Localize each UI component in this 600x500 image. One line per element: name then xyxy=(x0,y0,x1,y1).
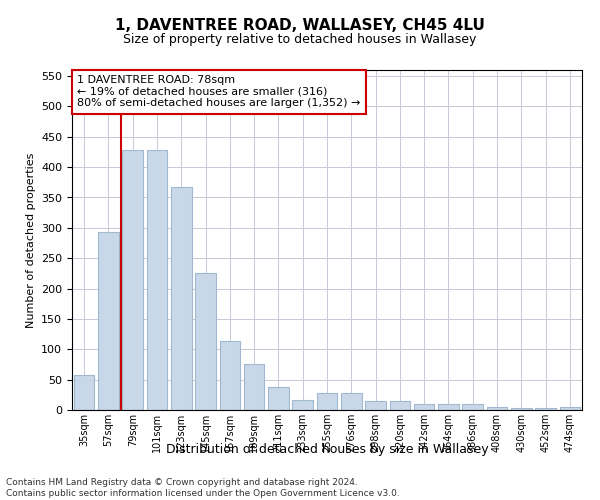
Bar xyxy=(535,408,556,410)
Bar xyxy=(317,393,337,410)
Text: 1, DAVENTREE ROAD, WALLASEY, CH45 4LU: 1, DAVENTREE ROAD, WALLASEY, CH45 4LU xyxy=(115,18,485,32)
Bar xyxy=(244,364,265,410)
Y-axis label: Number of detached properties: Number of detached properties xyxy=(26,152,35,328)
Text: 1 DAVENTREE ROAD: 78sqm
← 19% of detached houses are smaller (316)
80% of semi-d: 1 DAVENTREE ROAD: 78sqm ← 19% of detache… xyxy=(77,75,361,108)
Bar xyxy=(171,186,191,410)
Bar xyxy=(195,273,216,410)
Bar xyxy=(487,407,508,410)
Bar xyxy=(122,150,143,410)
Bar xyxy=(365,401,386,410)
Bar xyxy=(389,401,410,410)
Bar xyxy=(292,400,313,410)
Bar xyxy=(341,393,362,410)
Bar xyxy=(74,376,94,410)
Bar xyxy=(98,232,119,410)
Bar xyxy=(146,150,167,410)
Bar xyxy=(560,407,580,410)
Bar xyxy=(220,341,240,410)
Bar xyxy=(511,408,532,410)
Text: Contains HM Land Registry data © Crown copyright and database right 2024.
Contai: Contains HM Land Registry data © Crown c… xyxy=(6,478,400,498)
Bar xyxy=(414,404,434,410)
Text: Distribution of detached houses by size in Wallasey: Distribution of detached houses by size … xyxy=(166,442,488,456)
Bar xyxy=(438,404,459,410)
Bar xyxy=(268,387,289,410)
Bar xyxy=(463,404,483,410)
Text: Size of property relative to detached houses in Wallasey: Size of property relative to detached ho… xyxy=(124,32,476,46)
